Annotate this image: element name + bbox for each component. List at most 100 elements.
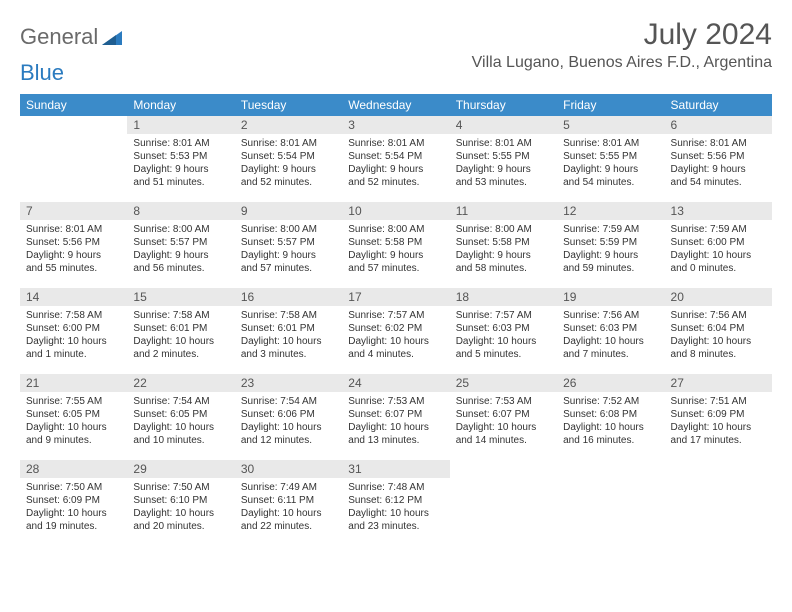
day-number: 4 bbox=[450, 116, 557, 134]
day-cell: Sunrise: 7:48 AMSunset: 6:12 PMDaylight:… bbox=[342, 478, 449, 546]
logo-word1: General bbox=[20, 24, 98, 50]
day-day1: Daylight: 10 hours bbox=[456, 335, 551, 348]
day-cell: Sunrise: 8:01 AMSunset: 5:55 PMDaylight:… bbox=[557, 134, 664, 202]
day-sunrise: Sunrise: 7:54 AM bbox=[241, 395, 336, 408]
day-day1: Daylight: 9 hours bbox=[133, 163, 228, 176]
day-sunrise: Sunrise: 7:59 AM bbox=[671, 223, 766, 236]
day-sunrise: Sunrise: 7:56 AM bbox=[563, 309, 658, 322]
day-number bbox=[450, 460, 557, 478]
day-sunrise: Sunrise: 7:51 AM bbox=[671, 395, 766, 408]
day-number: 20 bbox=[665, 288, 772, 306]
day-sunset: Sunset: 5:56 PM bbox=[26, 236, 121, 249]
day-number: 5 bbox=[557, 116, 664, 134]
day-day1: Daylight: 9 hours bbox=[671, 163, 766, 176]
day-content-row: Sunrise: 7:50 AMSunset: 6:09 PMDaylight:… bbox=[20, 478, 772, 546]
day-sunrise: Sunrise: 8:00 AM bbox=[241, 223, 336, 236]
day-day1: Daylight: 10 hours bbox=[133, 507, 228, 520]
col-friday: Friday bbox=[557, 94, 664, 116]
day-day2: and 59 minutes. bbox=[563, 262, 658, 275]
day-sunset: Sunset: 5:58 PM bbox=[348, 236, 443, 249]
logo-word2: Blue bbox=[20, 60, 64, 86]
logo-triangle-icon bbox=[102, 29, 122, 45]
day-day1: Daylight: 9 hours bbox=[563, 163, 658, 176]
day-day1: Daylight: 9 hours bbox=[26, 249, 121, 262]
day-day2: and 22 minutes. bbox=[241, 520, 336, 533]
day-day2: and 53 minutes. bbox=[456, 176, 551, 189]
day-day1: Daylight: 9 hours bbox=[456, 163, 551, 176]
day-sunrise: Sunrise: 7:58 AM bbox=[26, 309, 121, 322]
day-day1: Daylight: 10 hours bbox=[348, 335, 443, 348]
day-number: 6 bbox=[665, 116, 772, 134]
calendar-table: Sunday Monday Tuesday Wednesday Thursday… bbox=[20, 94, 772, 546]
day-sunset: Sunset: 6:07 PM bbox=[348, 408, 443, 421]
day-number: 13 bbox=[665, 202, 772, 220]
day-cell: Sunrise: 7:50 AMSunset: 6:09 PMDaylight:… bbox=[20, 478, 127, 546]
day-number: 27 bbox=[665, 374, 772, 392]
day-day2: and 13 minutes. bbox=[348, 434, 443, 447]
day-day1: Daylight: 10 hours bbox=[241, 507, 336, 520]
day-sunrise: Sunrise: 7:54 AM bbox=[133, 395, 228, 408]
day-cell: Sunrise: 8:00 AMSunset: 5:57 PMDaylight:… bbox=[127, 220, 234, 288]
day-day1: Daylight: 10 hours bbox=[456, 421, 551, 434]
day-number bbox=[557, 460, 664, 478]
day-sunset: Sunset: 5:56 PM bbox=[671, 150, 766, 163]
day-number: 12 bbox=[557, 202, 664, 220]
day-cell bbox=[557, 478, 664, 546]
day-day2: and 54 minutes. bbox=[671, 176, 766, 189]
day-number: 16 bbox=[235, 288, 342, 306]
day-sunset: Sunset: 5:58 PM bbox=[456, 236, 551, 249]
day-sunset: Sunset: 6:02 PM bbox=[348, 322, 443, 335]
day-cell: Sunrise: 8:00 AMSunset: 5:58 PMDaylight:… bbox=[342, 220, 449, 288]
day-sunrise: Sunrise: 7:53 AM bbox=[348, 395, 443, 408]
day-sunset: Sunset: 6:00 PM bbox=[26, 322, 121, 335]
day-day2: and 1 minute. bbox=[26, 348, 121, 361]
day-number: 2 bbox=[235, 116, 342, 134]
day-sunrise: Sunrise: 8:01 AM bbox=[348, 137, 443, 150]
day-day1: Daylight: 10 hours bbox=[241, 335, 336, 348]
day-sunset: Sunset: 6:01 PM bbox=[133, 322, 228, 335]
day-sunrise: Sunrise: 8:00 AM bbox=[133, 223, 228, 236]
day-day2: and 57 minutes. bbox=[241, 262, 336, 275]
day-sunset: Sunset: 6:05 PM bbox=[133, 408, 228, 421]
day-cell: Sunrise: 8:01 AMSunset: 5:53 PMDaylight:… bbox=[127, 134, 234, 202]
day-day2: and 2 minutes. bbox=[133, 348, 228, 361]
day-sunrise: Sunrise: 8:00 AM bbox=[456, 223, 551, 236]
day-cell: Sunrise: 7:59 AMSunset: 6:00 PMDaylight:… bbox=[665, 220, 772, 288]
day-cell: Sunrise: 7:56 AMSunset: 6:04 PMDaylight:… bbox=[665, 306, 772, 374]
day-number: 22 bbox=[127, 374, 234, 392]
day-day1: Daylight: 9 hours bbox=[241, 249, 336, 262]
day-day1: Daylight: 10 hours bbox=[26, 335, 121, 348]
day-cell: Sunrise: 7:56 AMSunset: 6:03 PMDaylight:… bbox=[557, 306, 664, 374]
day-day2: and 7 minutes. bbox=[563, 348, 658, 361]
day-sunset: Sunset: 5:54 PM bbox=[241, 150, 336, 163]
day-sunset: Sunset: 6:08 PM bbox=[563, 408, 658, 421]
day-cell: Sunrise: 7:51 AMSunset: 6:09 PMDaylight:… bbox=[665, 392, 772, 460]
day-day1: Daylight: 10 hours bbox=[671, 335, 766, 348]
day-number bbox=[20, 116, 127, 134]
day-sunset: Sunset: 6:11 PM bbox=[241, 494, 336, 507]
col-sunday: Sunday bbox=[20, 94, 127, 116]
col-monday: Monday bbox=[127, 94, 234, 116]
day-day1: Daylight: 10 hours bbox=[348, 507, 443, 520]
day-day1: Daylight: 10 hours bbox=[241, 421, 336, 434]
day-day2: and 3 minutes. bbox=[241, 348, 336, 361]
day-day1: Daylight: 10 hours bbox=[671, 421, 766, 434]
day-number bbox=[665, 460, 772, 478]
day-day2: and 9 minutes. bbox=[26, 434, 121, 447]
day-day1: Daylight: 10 hours bbox=[26, 421, 121, 434]
day-day2: and 10 minutes. bbox=[133, 434, 228, 447]
day-number: 14 bbox=[20, 288, 127, 306]
day-day1: Daylight: 10 hours bbox=[563, 335, 658, 348]
day-number: 29 bbox=[127, 460, 234, 478]
day-sunrise: Sunrise: 7:58 AM bbox=[133, 309, 228, 322]
day-content-row: Sunrise: 8:01 AMSunset: 5:56 PMDaylight:… bbox=[20, 220, 772, 288]
day-cell: Sunrise: 7:54 AMSunset: 6:06 PMDaylight:… bbox=[235, 392, 342, 460]
col-wednesday: Wednesday bbox=[342, 94, 449, 116]
day-number: 28 bbox=[20, 460, 127, 478]
day-number: 30 bbox=[235, 460, 342, 478]
day-cell: Sunrise: 8:00 AMSunset: 5:57 PMDaylight:… bbox=[235, 220, 342, 288]
day-number: 1 bbox=[127, 116, 234, 134]
day-cell: Sunrise: 8:01 AMSunset: 5:55 PMDaylight:… bbox=[450, 134, 557, 202]
day-cell: Sunrise: 7:49 AMSunset: 6:11 PMDaylight:… bbox=[235, 478, 342, 546]
day-day2: and 16 minutes. bbox=[563, 434, 658, 447]
